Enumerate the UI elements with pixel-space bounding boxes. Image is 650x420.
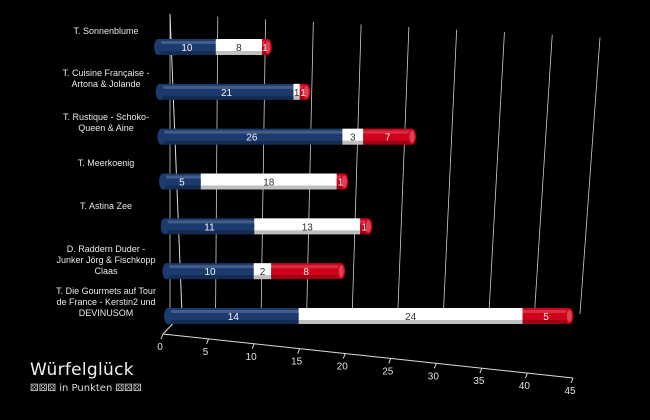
x-tick-label-0: 0 (157, 342, 163, 353)
data-label: 5 (543, 312, 549, 323)
data-label: 11 (204, 222, 215, 233)
x-tick-label-35: 35 (473, 376, 485, 387)
x-tick-label-5: 5 (203, 347, 209, 358)
data-label: 1 (338, 178, 344, 189)
category-label: T. Cuisine Française -Artona & Jolande (62, 68, 149, 89)
bar-segment (298, 308, 523, 324)
data-label: 1 (362, 222, 368, 233)
bar-segment (253, 263, 272, 280)
category-label: T. Meerkoenig (78, 158, 135, 168)
gridline-25 (397, 26, 410, 315)
bar-segment (164, 218, 255, 235)
category-label: T. Rustique - Schoko-Queen & Aine (63, 112, 149, 133)
x-tick-35 (479, 368, 483, 374)
gridline-30 (442, 29, 458, 315)
data-label: 1 (262, 43, 268, 54)
data-label: 10 (204, 267, 216, 278)
category-label: T. Sonnenblume (73, 26, 138, 36)
bar-start-cap (164, 308, 172, 324)
x-tick-45 (570, 377, 574, 384)
bar-end-cap (302, 83, 311, 100)
data-label: 3 (350, 133, 356, 144)
x-tick-label-40: 40 (519, 381, 531, 392)
data-label: 13 (302, 222, 314, 233)
x-tick-label-30: 30 (428, 371, 440, 382)
bar-end-cap-shine (409, 130, 415, 143)
bar-end-cap (337, 263, 346, 280)
x-tick-30 (433, 363, 437, 369)
chart-subtitle: ⚄⚄⚄ in Punkten ⚄⚄⚄ (30, 383, 142, 394)
category-label: T. Astina Zee (80, 201, 132, 211)
x-tick-40 (524, 372, 528, 379)
x-tick-label-45: 45 (564, 386, 576, 397)
bar-end-cap-shine (303, 85, 309, 98)
bar-segment (363, 128, 412, 145)
data-label: 1 (300, 88, 306, 99)
category-label: T. Die Gourmets auf Tour de France - Kers… (56, 286, 156, 318)
bar-segment (522, 308, 570, 324)
bar-segment (360, 218, 369, 235)
bar-segment (293, 83, 300, 100)
x-tick-label-15: 15 (291, 357, 303, 368)
data-label: 10 (181, 43, 193, 54)
bar-segment (159, 83, 294, 100)
data-label: 1 (294, 88, 300, 99)
bar-start-cap (157, 128, 166, 145)
x-tick-25 (388, 358, 392, 364)
bar-end-cap (408, 128, 416, 145)
gridline-20 (351, 24, 362, 315)
x-tick-label-25: 25 (382, 366, 394, 377)
bar-end-cap-shine (566, 310, 572, 322)
data-label: 18 (263, 178, 275, 189)
bar-segment (215, 39, 262, 55)
data-label: 8 (303, 267, 309, 278)
data-label: 21 (221, 88, 233, 99)
bar-start-cap (162, 263, 171, 280)
gridline-45 (579, 37, 601, 315)
bar-segment (161, 128, 343, 145)
bar-end-cap (340, 173, 349, 190)
bar-end-cap-shine (265, 41, 271, 53)
data-label: 24 (405, 312, 417, 323)
x-tick-label-20: 20 (337, 362, 349, 373)
data-label: 5 (179, 178, 185, 189)
bar-segment (166, 263, 254, 280)
bar-end-cap (364, 218, 373, 235)
gridline-40 (534, 34, 553, 315)
bar-end-cap (565, 308, 574, 324)
bar-start-cap (159, 173, 167, 190)
bar-segment (271, 263, 342, 280)
bar-segment (168, 308, 299, 324)
x-tick-15 (297, 348, 301, 354)
bar-segment (163, 173, 201, 190)
x-tick-10 (251, 343, 255, 349)
data-label: 2 (260, 267, 266, 278)
bar-segment (342, 128, 364, 145)
bar-end-cap-shine (338, 265, 344, 278)
bar-start-cap (160, 218, 169, 235)
floor-front-edge (162, 333, 574, 379)
data-label: 8 (236, 43, 242, 54)
bar-start-cap (155, 83, 164, 100)
bar-end-cap-shine (341, 175, 347, 188)
bar-end-cap-shine (365, 220, 371, 233)
data-label: 7 (385, 133, 391, 144)
data-label: 14 (228, 312, 240, 323)
bar-start-cap (154, 39, 162, 55)
gridline-35 (488, 32, 505, 315)
bar-end-cap (263, 39, 272, 55)
bar-segment (254, 218, 361, 235)
data-label: 26 (246, 133, 258, 144)
x-tick-5 (206, 338, 210, 345)
x-tick-20 (342, 353, 346, 359)
category-label: D. Raddern Duder -Junker Jörg & Fischkop… (56, 244, 155, 276)
chart-title: Würfelglück (30, 360, 134, 380)
bar-segment (158, 39, 216, 55)
x-tick-label-10: 10 (246, 352, 258, 363)
x-tick-0 (160, 333, 164, 340)
bar-segment (200, 173, 337, 190)
